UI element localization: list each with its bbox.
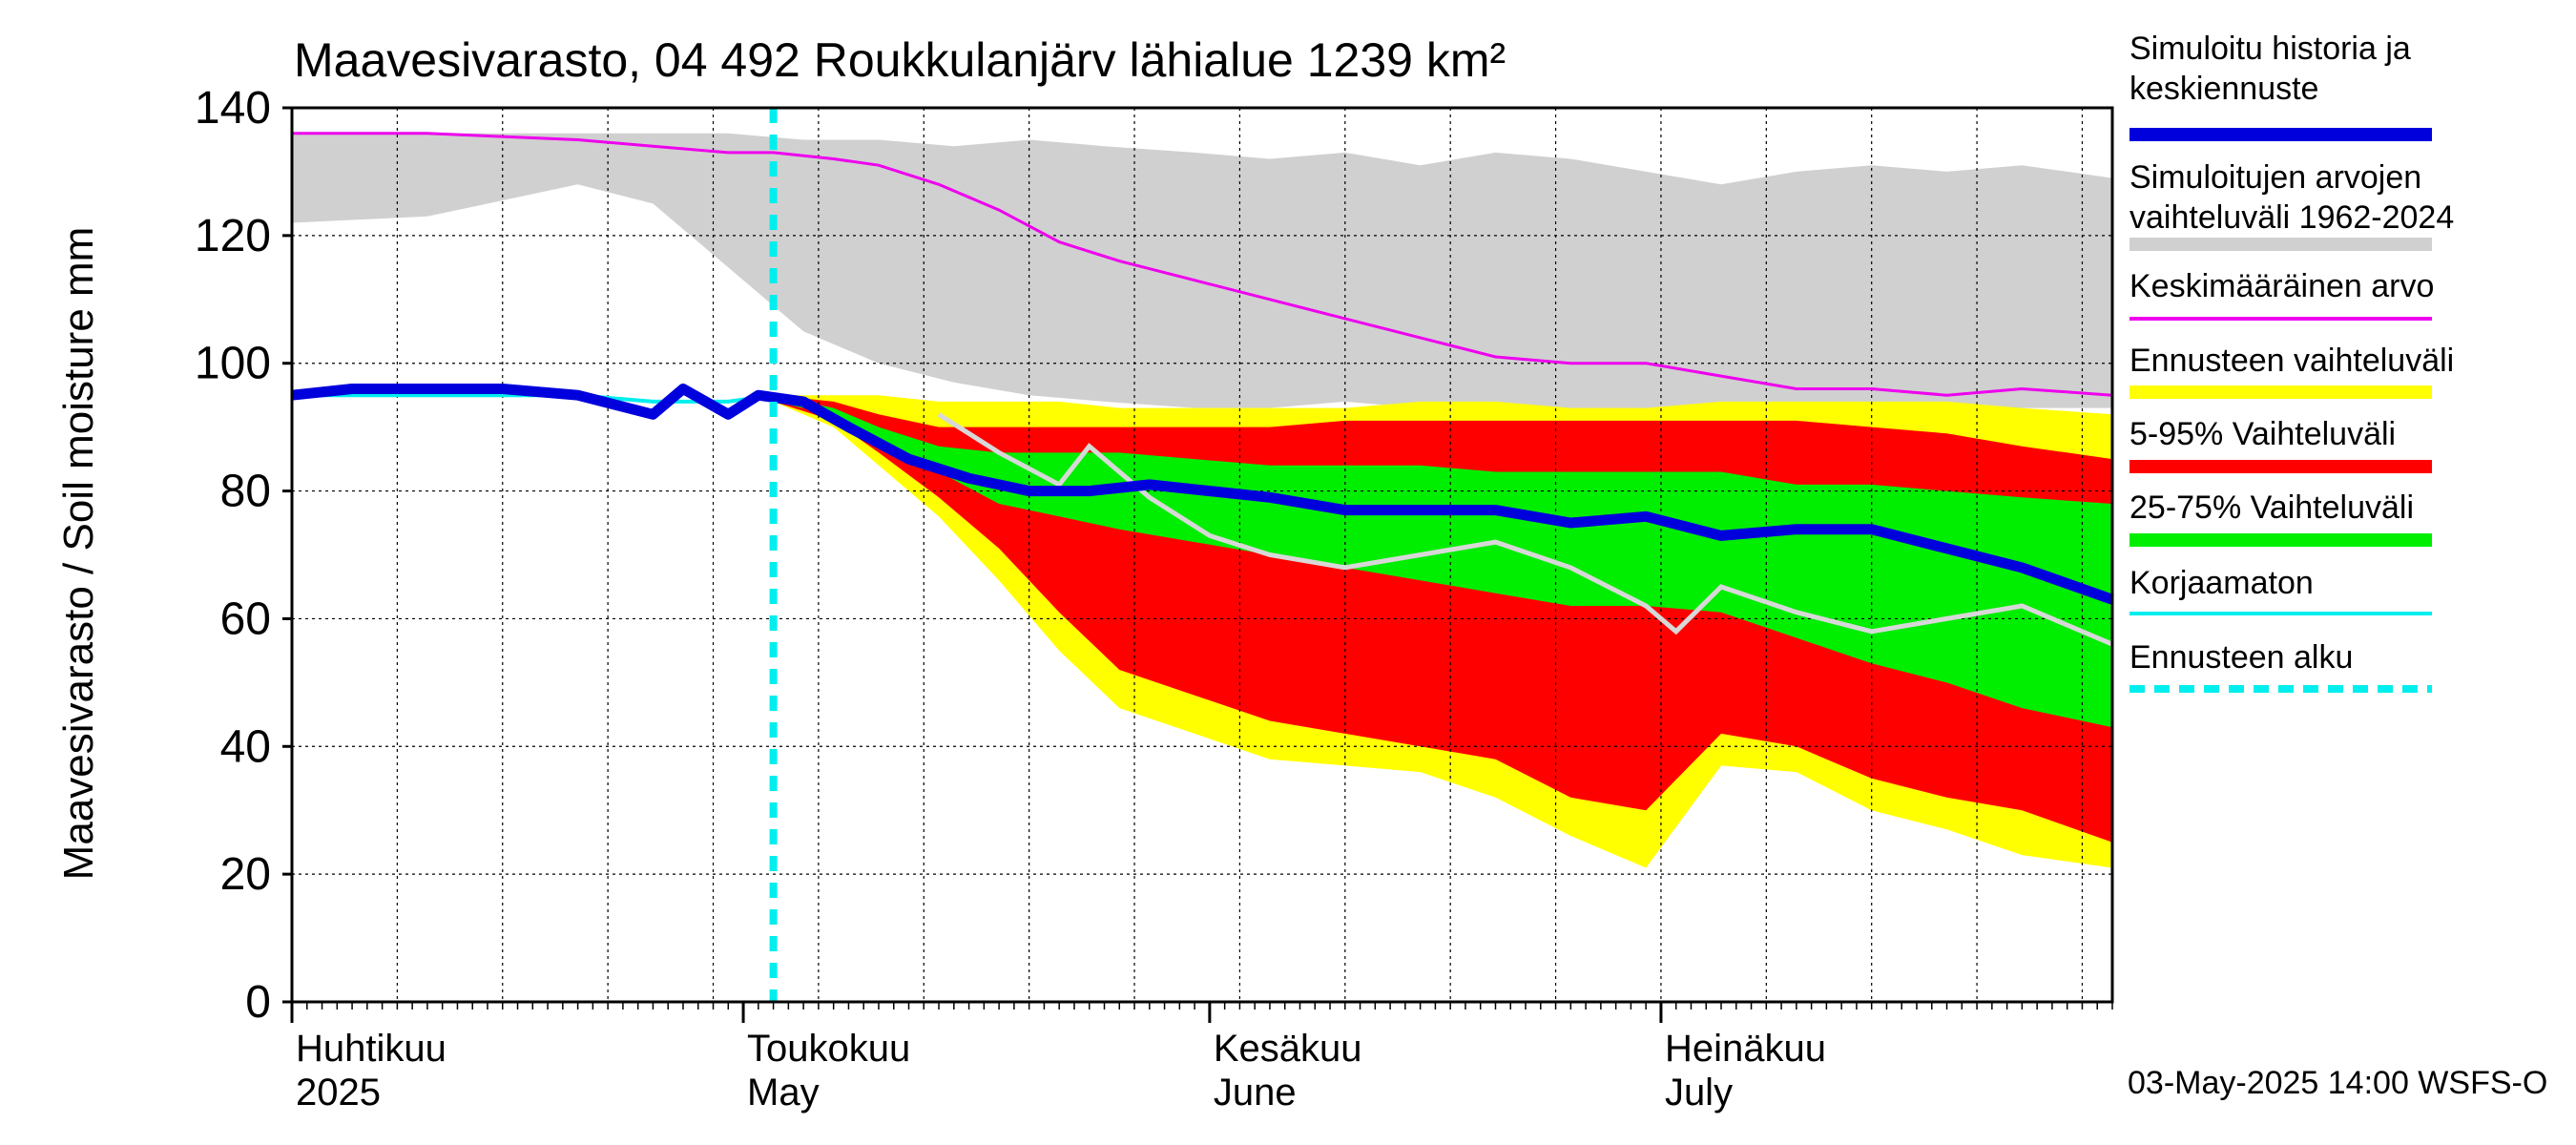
legend-label: 25-75% Vaihteluväli [2129,489,2414,526]
month-label-en: 2025 [296,1072,381,1114]
timestamp: 03-May-2025 14:00 WSFS-O [2128,1065,2547,1101]
legend-label: keskiennuste [2129,71,2318,107]
y-tick-label: 120 [195,211,271,261]
y-tick-label: 20 [220,849,271,900]
mean-value-line [292,132,2113,397]
y-tick-label: 60 [220,593,271,644]
legend-label: Ennusteen vaihteluväli [2129,343,2454,379]
y-axis: 0 20 40 60 80 100 120 140 [195,83,292,1028]
forecast-green-band [773,395,2112,728]
y-tick-label: 140 [195,83,271,134]
y-tick-label: 0 [245,977,271,1028]
y-tick-label: 100 [195,339,271,389]
month-label-en: May [747,1072,820,1114]
y-tick-label: 40 [220,721,271,772]
history-range-area [292,133,2112,415]
month-label-en: July [1665,1072,1733,1114]
y-tick-label: 80 [220,467,271,517]
legend-label: Korjaamaton [2129,565,2314,601]
y-axis-label: Maavesivarasto / Soil moisture mm [55,227,102,881]
scenario-gray-line [937,412,2113,647]
grid-lines [292,108,2112,1002]
chart-title: Maavesivarasto, 04 492 Roukkulanjärv läh… [294,33,1506,87]
legend-label: Simuloitujen arvojen [2129,159,2421,196]
simulated-median-line [291,384,2114,605]
legend-label: vaihteluväli 1962-2024 [2129,199,2454,236]
month-label-fi: Toukokuu [747,1028,910,1070]
month-label-fi: Kesäkuu [1214,1028,1362,1070]
month-label-fi: Huhtikuu [296,1028,447,1070]
legend-label: 5-95% Vaihteluväli [2129,416,2396,452]
month-label-en: June [1214,1072,1297,1114]
month-label-fi: Heinäkuu [1665,1028,1826,1070]
plot-frame [290,106,2114,1004]
legend-label: Ennusteen alku [2129,639,2353,676]
legend: Simuloitu historia ja keskiennuste Simuloi… [2129,31,2454,693]
legend-label: Keskimääräinen arvo [2129,268,2434,304]
legend-label: Simuloitu historia ja [2129,31,2411,67]
